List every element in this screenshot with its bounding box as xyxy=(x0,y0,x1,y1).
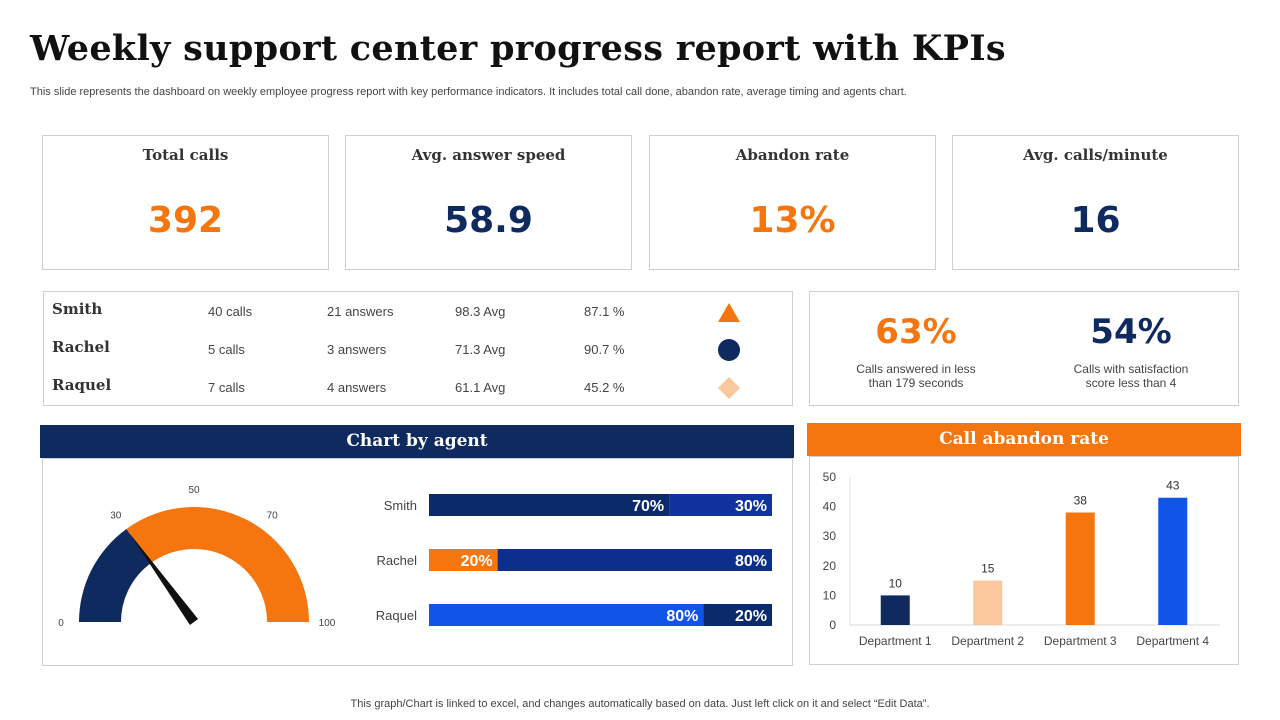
agent-pct: 45.2 % xyxy=(584,380,625,395)
bar-segment xyxy=(429,494,670,516)
gauge-tick-label: 70 xyxy=(267,510,279,521)
stat-calls-answered: 63% Calls answered in less than 179 seco… xyxy=(816,312,1016,390)
agent-chart-panel: 0 30 50 70 100 Smith 70% 30% Rachel 20% 80% Raquel… xyxy=(42,458,793,666)
agent-row-raquel: Raquel 7 calls 4 answers 61.1 Avg 45.2 % xyxy=(44,376,792,400)
bar-segment-label: 20% xyxy=(735,608,767,625)
bar-segment xyxy=(497,549,772,571)
gauge-tick-label: 100 xyxy=(319,618,336,629)
y-tick-label: 20 xyxy=(823,559,837,573)
footer-note: This graph/Chart is linked to excel, and… xyxy=(350,698,930,710)
kpi-card-total-calls: Total calls 392 xyxy=(42,135,329,270)
agent-name: Rachel xyxy=(52,338,110,356)
kpi-card-abandon-rate: Abandon rate 13% xyxy=(649,135,936,270)
percent-stats-box: 63% Calls answered in less than 179 seco… xyxy=(809,291,1239,406)
bar-value-label: 10 xyxy=(889,576,903,590)
bar-category-label: Rachel xyxy=(377,553,418,568)
abandon-chart-panel: 0 10 20 30 40 50 10 Department 1 15 Department 2 3… xyxy=(809,456,1239,665)
x-tick-label: Department 4 xyxy=(1136,634,1209,648)
agent-calls: 7 calls xyxy=(208,380,245,395)
stat-caption: Calls with satisfaction score less than … xyxy=(1031,362,1231,390)
kpi-value: 16 xyxy=(1070,200,1121,241)
bar-segment xyxy=(703,604,772,626)
gauge-tick-label: 30 xyxy=(110,510,122,521)
kpi-card-avg-calls-minute: Avg. calls/minute 16 xyxy=(952,135,1239,270)
bar xyxy=(1065,512,1095,625)
agent-name: Smith xyxy=(52,300,103,318)
gauge-tick-label: 0 xyxy=(58,618,64,629)
agent-chart-header: Chart by agent xyxy=(40,425,794,458)
gauge-chart: 0 30 50 70 100 xyxy=(58,485,336,629)
y-tick-label: 0 xyxy=(829,618,836,632)
bar xyxy=(973,580,1003,625)
agent-pct: 87.1 % xyxy=(584,304,625,319)
gauge-tick-label: 50 xyxy=(188,485,200,496)
agent-answers: 4 answers xyxy=(327,380,387,395)
bar-segment-label: 20% xyxy=(461,553,493,570)
agent-name: Raquel xyxy=(52,376,112,394)
gauge-band-0 xyxy=(79,528,152,622)
circle-icon xyxy=(717,338,741,362)
bar-value-label: 43 xyxy=(1166,479,1180,493)
bar-segment xyxy=(429,549,498,571)
agents-table: Smith 40 calls 21 answers 98.3 Avg 87.1 … xyxy=(43,291,793,406)
agent-avg: 71.3 Avg xyxy=(455,342,506,357)
bar-value-label: 38 xyxy=(1074,494,1088,508)
agent-answers: 21 answers xyxy=(327,304,394,319)
kpi-value: 13% xyxy=(749,200,836,241)
agent-avg: 61.1 Avg xyxy=(455,380,506,395)
stat-value: 63% xyxy=(875,312,957,352)
stat-caption-line: than 179 seconds xyxy=(868,376,964,390)
x-tick-label: Department 3 xyxy=(1044,634,1117,648)
abandon-chart-header: Call abandon rate xyxy=(807,423,1241,456)
kpi-label: Avg. calls/minute xyxy=(1023,146,1168,164)
page-title: Weekly support center progress report wi… xyxy=(30,28,1006,69)
bar xyxy=(880,595,910,625)
bar-segment-label: 80% xyxy=(735,553,767,570)
stat-caption: Calls answered in less than 179 seconds xyxy=(816,362,1016,390)
bar-segment-label: 30% xyxy=(735,498,767,515)
agent-calls: 5 calls xyxy=(208,342,245,357)
bar xyxy=(1158,497,1188,625)
agent-row-smith: Smith 40 calls 21 answers 98.3 Avg 87.1 … xyxy=(44,300,792,324)
bar-category-label: Smith xyxy=(384,498,417,513)
bar-segment xyxy=(669,494,772,516)
x-tick-label: Department 1 xyxy=(859,634,932,648)
kpi-label: Abandon rate xyxy=(735,146,850,164)
agent-stacked-bar-chart: Smith 70% 30% Rachel 20% 80% Raquel 80% 20% xyxy=(376,494,772,626)
bar-value-label: 15 xyxy=(981,562,995,576)
agent-calls: 40 calls xyxy=(208,304,253,319)
kpi-label: Total calls xyxy=(142,146,229,164)
y-tick-label: 10 xyxy=(823,588,837,602)
y-tick-label: 40 xyxy=(823,500,837,514)
diamond-icon xyxy=(717,376,741,400)
stat-satisfaction: 54% Calls with satisfaction score less t… xyxy=(1031,312,1231,390)
page-subtitle: This slide represents the dashboard on w… xyxy=(30,86,907,98)
kpi-value: 58.9 xyxy=(444,200,533,241)
gauge-needle xyxy=(129,533,199,625)
triangle-icon xyxy=(717,300,741,324)
kpi-card-avg-answer-speed: Avg. answer speed 58.9 xyxy=(345,135,632,270)
bar-segment xyxy=(429,604,704,626)
stat-value: 54% xyxy=(1090,312,1172,352)
kpi-label: Avg. answer speed xyxy=(411,146,566,164)
agent-pct: 90.7 % xyxy=(584,342,625,357)
bar-segment-label: 70% xyxy=(632,498,664,515)
stat-caption-line: Calls with satisfaction xyxy=(1073,362,1189,376)
agent-row-rachel: Rachel 5 calls 3 answers 71.3 Avg 90.7 % xyxy=(44,338,792,362)
stat-caption-line: score less than 4 xyxy=(1085,376,1177,390)
bar-segment-label: 80% xyxy=(666,608,698,625)
bar-category-label: Raquel xyxy=(376,608,417,623)
gauge-band-1 xyxy=(126,507,309,622)
y-tick-label: 30 xyxy=(823,529,837,543)
abandon-bar-chart: 0 10 20 30 40 50 10 Department 1 15 Department 2 3… xyxy=(823,470,1220,648)
agent-avg: 98.3 Avg xyxy=(455,304,506,319)
y-tick-label: 50 xyxy=(823,470,837,484)
kpi-value: 392 xyxy=(147,200,224,241)
agent-answers: 3 answers xyxy=(327,342,387,357)
x-tick-label: Department 2 xyxy=(951,634,1024,648)
stat-caption-line: Calls answered in less xyxy=(856,362,976,376)
